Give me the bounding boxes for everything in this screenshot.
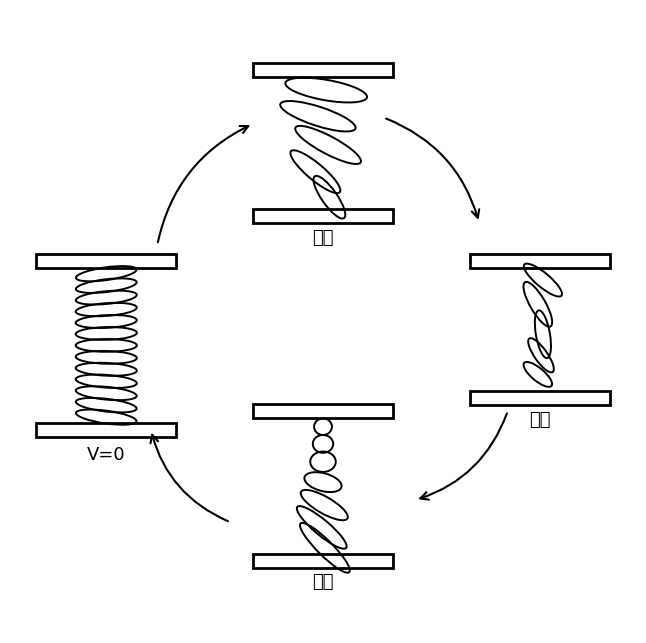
FancyBboxPatch shape [36,423,176,437]
FancyBboxPatch shape [253,210,393,223]
FancyBboxPatch shape [36,254,176,268]
FancyBboxPatch shape [470,391,610,405]
FancyArrowPatch shape [386,118,479,218]
FancyArrowPatch shape [158,126,248,242]
FancyBboxPatch shape [253,63,393,77]
FancyBboxPatch shape [470,254,610,268]
FancyBboxPatch shape [253,554,393,568]
Text: 扭转: 扭转 [312,574,334,592]
FancyArrowPatch shape [421,413,507,500]
Text: 弯曲: 弯曲 [529,411,550,429]
Text: 扩张: 扩张 [312,229,334,247]
FancyArrowPatch shape [151,435,228,521]
FancyBboxPatch shape [253,404,393,418]
Text: V=0: V=0 [87,446,125,464]
